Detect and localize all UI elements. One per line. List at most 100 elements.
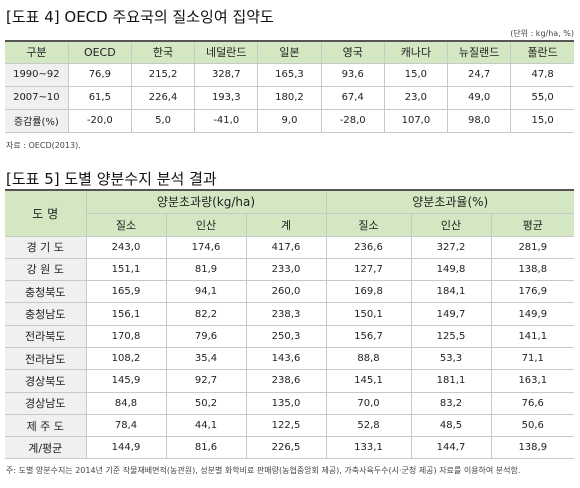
table-cell: 50,6	[490, 413, 575, 438]
header-cell: 질소	[325, 212, 412, 237]
table-cell: 경상북도	[5, 369, 87, 393]
table-cell: 260,0	[245, 280, 327, 304]
table-cell: -41,0	[194, 108, 259, 133]
header-cell: 양분초과량(kg/ha)	[85, 189, 327, 214]
table-cell: 144,7	[410, 436, 492, 460]
table-cell: 93,6	[320, 62, 385, 87]
header-cell: 질소	[86, 212, 167, 237]
table-cell: 경 기 도	[5, 235, 87, 259]
table-cell: 236,6	[325, 235, 412, 259]
table-cell: 215,2	[130, 62, 196, 87]
table-cell: 충청남도	[5, 302, 87, 326]
table-cell: 233,0	[245, 257, 327, 282]
table-row: 전라북도 170,8 79,6 250,3 156,7 125,5 141,1	[5, 324, 575, 348]
table-cell: 53,3	[410, 346, 492, 371]
table-cell: 176,9	[490, 280, 575, 304]
table-row: 1990~92 76,9 215,2 328,7 165,3 93,6 15,0 24,7 47…	[5, 62, 574, 87]
table-cell: 경상남도	[5, 391, 87, 415]
table-cell: 84,8	[85, 391, 167, 415]
table-cell: 71,1	[490, 346, 575, 371]
table-cell: 9,0	[257, 108, 322, 133]
table-cell: 79,6	[165, 324, 247, 348]
table-cell: 76,9	[67, 62, 132, 87]
header-cell: 도 명	[5, 189, 87, 237]
header-cell: 일본	[257, 40, 322, 64]
table-cell: 82,2	[165, 302, 247, 326]
table-cell: 141,1	[490, 324, 575, 348]
table-cell: 145,1	[325, 369, 412, 393]
table-cell: 78,4	[85, 413, 167, 438]
table-cell: 98,0	[447, 108, 512, 133]
table-cell: 250,3	[245, 324, 327, 348]
table-cell: 61,5	[67, 85, 132, 110]
table-cell: 15,0	[510, 108, 574, 133]
table-cell: 증감률(%)	[5, 108, 69, 133]
table-cell: 135,0	[245, 391, 327, 415]
table-cell: 149,7	[410, 302, 492, 326]
table-row: 충청북도 165,9 94,1 260,0 169,8 184,1 176,9	[5, 280, 575, 304]
table-cell: 417,6	[245, 235, 327, 259]
footnote: 주: 도별 양분수지는 2014년 기준 작물재배면적(농관원), 성분별 화학…	[6, 466, 521, 475]
table-cell: 327,2	[410, 235, 492, 259]
table-cell: 156,7	[325, 324, 412, 348]
table-cell: 184,1	[410, 280, 492, 304]
header-row: 도 명 양분초과량(kg/ha) 양분초과율(%)	[5, 189, 575, 237]
table-cell: 88,8	[325, 346, 412, 371]
header-cell: 구분	[5, 40, 69, 64]
table-cell: 24,7	[447, 62, 512, 87]
table-cell: 76,6	[490, 391, 575, 415]
table-cell: 181,1	[410, 369, 492, 393]
table-cell: 138,9	[490, 436, 575, 460]
table-cell: 165,9	[85, 280, 167, 304]
table-row: 전라남도 108,2 35,4 143,6 88,8 53,3 71,1	[5, 346, 575, 371]
table-cell: 강 원 도	[5, 257, 87, 282]
table-cell: 92,7	[165, 369, 247, 393]
table-cell: 70,0	[325, 391, 412, 415]
table-cell: 50,2	[165, 391, 247, 415]
table-cell: 226,4	[130, 85, 196, 110]
table-cell: 35,4	[165, 346, 247, 371]
table-cell: 174,6	[165, 235, 247, 259]
header-cell: 인산	[410, 212, 492, 237]
header-cell: 영국	[320, 40, 385, 64]
table-title: [도표 4] OECD 주요국의 질소잉여 집약도	[6, 8, 274, 26]
table-cell: 127,7	[325, 257, 412, 282]
table-cell: 238,3	[245, 302, 327, 326]
table-cell: 163,1	[490, 369, 575, 393]
table-row: 경 기 도 243,0 174,6 417,6 236,6 327,2 281,9	[5, 235, 575, 259]
table-cell: 전라남도	[5, 346, 87, 371]
table-cell: 193,3	[194, 85, 259, 110]
table-cell: 133,1	[325, 436, 412, 460]
table-cell: 94,1	[165, 280, 247, 304]
table-cell: 151,1	[85, 257, 167, 282]
table-cell: 5,0	[130, 108, 196, 133]
table-cell: 122,5	[245, 413, 327, 438]
table-title: [도표 5] 도별 양분수지 분석 결과	[6, 170, 217, 188]
header-cell: 뉴질랜드	[447, 40, 512, 64]
table-cell: 55,0	[510, 85, 574, 110]
table-cell: 107,0	[383, 108, 449, 133]
header-cell: 평균	[490, 212, 575, 237]
table-cell: 제 주 도	[5, 413, 87, 438]
table-cell: 81,9	[165, 257, 247, 282]
table-cell: 계/평균	[5, 436, 87, 460]
table-cell: 281,9	[490, 235, 575, 259]
table-cell: 108,2	[85, 346, 167, 371]
table-row: 증감률(%) -20,0 5,0 -41,0 9,0 -28,0 107,0 98,0 15,0	[5, 108, 574, 133]
table-cell: 47,8	[510, 62, 574, 87]
table-cell: 67,4	[320, 85, 385, 110]
table-cell: 180,2	[257, 85, 322, 110]
table-cell: 23,0	[383, 85, 449, 110]
table-cell: 52,8	[325, 413, 412, 438]
table-row: 충청남도 156,1 82,2 238,3 150,1 149,7 149,9	[5, 302, 575, 326]
table-cell: 15,0	[383, 62, 449, 87]
table-row: 계/평균 144,9 81,6 226,5 133,1 144,7 138,9	[5, 436, 575, 460]
table-cell: -28,0	[320, 108, 385, 133]
table-cell: 49,0	[447, 85, 512, 110]
table-cell: 243,0	[85, 235, 167, 259]
table-cell: 238,6	[245, 369, 327, 393]
table-cell: 149,9	[490, 302, 575, 326]
table-row: 경상북도 145,9 92,7 238,6 145,1 181,1 163,1	[5, 369, 575, 393]
header-row: 구분 OECD 한국 네덜란드 일본 영국 캐나다 뉴질랜드 폴란드	[5, 40, 574, 64]
